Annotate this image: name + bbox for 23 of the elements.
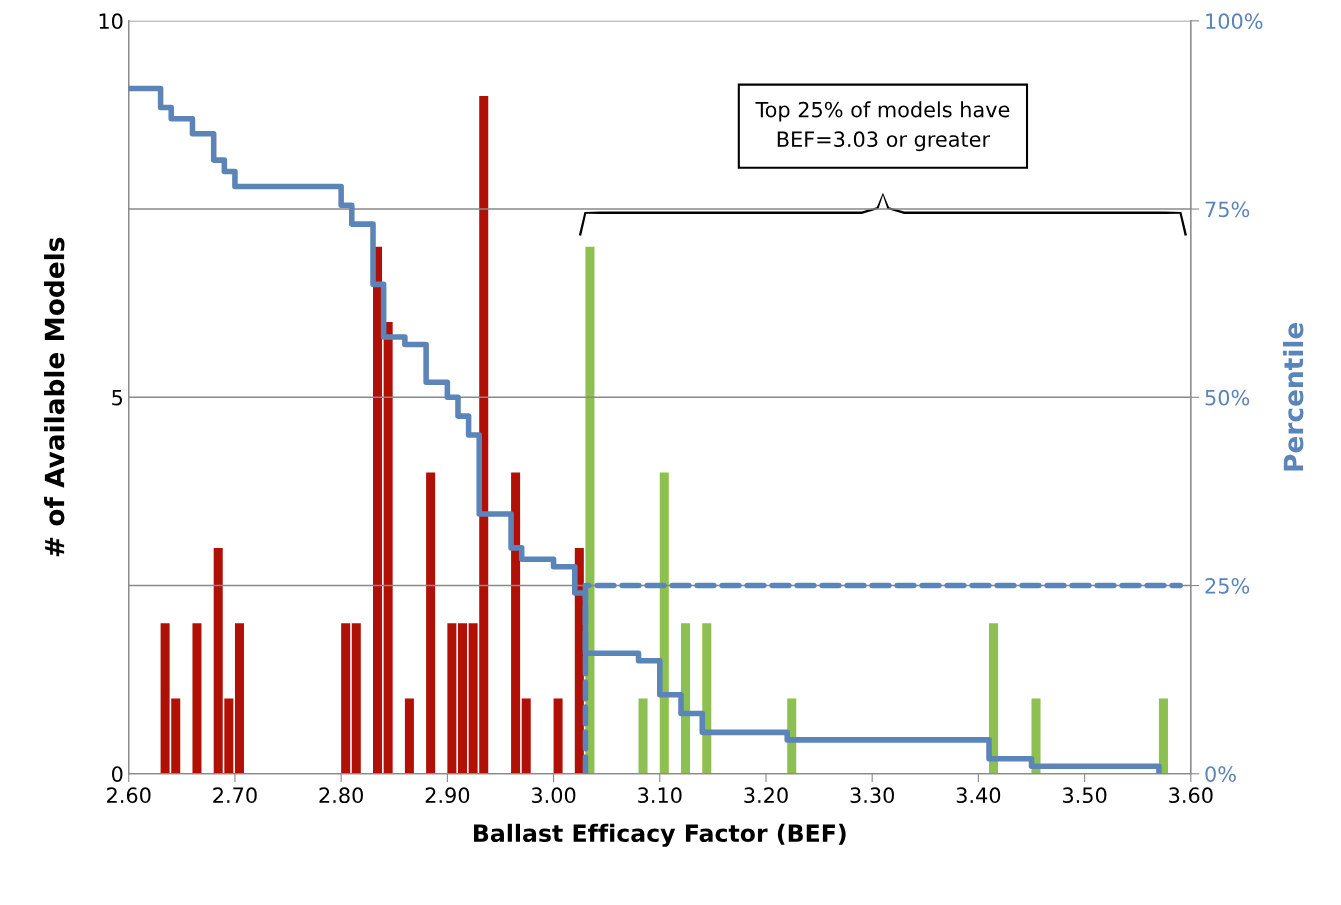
x-tick-label: 3.40 [956,787,1001,804]
y-tick-label: 10 [99,13,123,30]
y2-axis-title: Percentile [1283,322,1304,471]
y2-tick-label: 0% [1205,766,1236,782]
x-tick-label: 3.60 [1169,787,1213,804]
x-tick-label: 2.60 [107,787,151,804]
y-tick-label: 0 [111,766,123,782]
x-axis-title: Ballast Efficacy Factor (BEF) [474,823,846,847]
x-tick-label: 3.50 [1063,787,1107,804]
x-tick-label: 2.90 [425,787,470,804]
y-axis-title: # of Available Models [44,237,65,557]
annotation: Top 25% of models have BEF=3.03 or greater [755,101,1010,152]
y2-tick-label: 100% [1206,13,1263,30]
x-tick-label: 2.70 [213,787,257,804]
x-tick-label: 3.30 [850,787,894,804]
x-tick-label: 2.80 [319,787,363,804]
y2-tick-label: 25% [1205,577,1250,594]
y-tick-label: 5 [112,390,123,406]
x-tick-label: 3.10 [638,787,682,804]
x-tick-label: 3.20 [744,787,788,804]
y2-tick-label: 50% [1205,389,1250,406]
y2-tick-label: 75% [1205,201,1250,218]
x-tick-label: 3.00 [531,787,576,804]
